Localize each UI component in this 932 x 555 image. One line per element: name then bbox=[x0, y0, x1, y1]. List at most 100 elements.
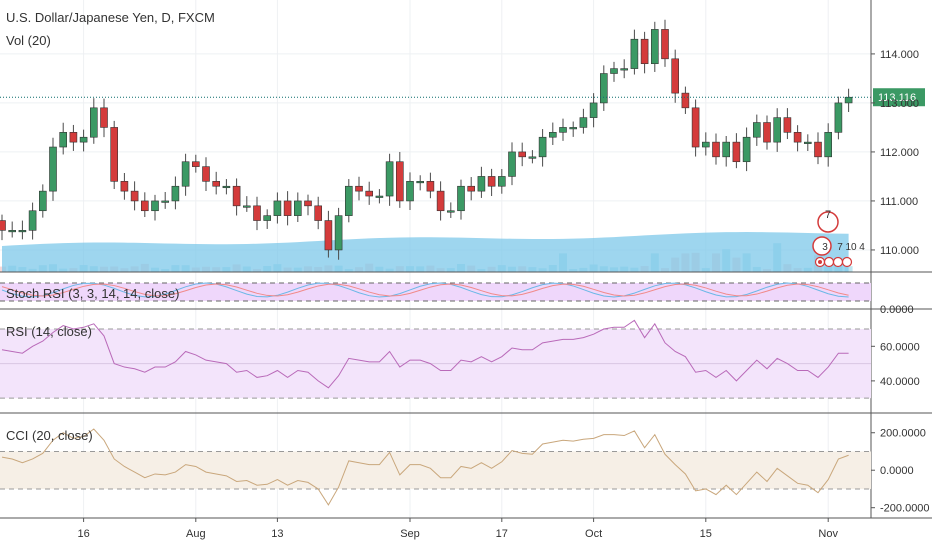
price-tick-label: 112.000 bbox=[880, 147, 919, 159]
candle bbox=[385, 161, 394, 197]
candle bbox=[793, 132, 802, 143]
candle bbox=[202, 166, 210, 182]
candle bbox=[212, 181, 220, 187]
candle bbox=[824, 132, 833, 158]
candle bbox=[732, 141, 741, 163]
candle bbox=[487, 176, 496, 187]
candle bbox=[569, 127, 578, 130]
candle bbox=[416, 181, 425, 184]
rsi-tick-label: 60.0000 bbox=[880, 341, 920, 353]
price-tick-label: 110.000 bbox=[880, 245, 919, 257]
candle bbox=[314, 205, 323, 221]
stoch-rsi-label: Stoch RSI (3, 3, 14, 14, close) bbox=[6, 286, 179, 301]
candle bbox=[375, 195, 384, 198]
candle bbox=[324, 220, 333, 251]
candle bbox=[120, 181, 129, 192]
candle bbox=[538, 136, 547, 158]
candle bbox=[100, 107, 108, 128]
candle bbox=[130, 190, 139, 202]
x-tick-label: Nov bbox=[818, 528, 838, 540]
rsi-line bbox=[1, 319, 849, 389]
stoch-tick-label: 0.0000 bbox=[880, 304, 914, 316]
earnings-marker-icon bbox=[817, 211, 839, 233]
volume-series bbox=[0, 232, 853, 272]
candle bbox=[334, 215, 343, 251]
stoch-band bbox=[0, 283, 871, 301]
candle bbox=[273, 200, 282, 216]
last-price-tag bbox=[873, 88, 925, 107]
candle bbox=[681, 92, 690, 109]
x-tick-label: 15 bbox=[700, 528, 712, 540]
candle bbox=[834, 102, 843, 133]
candle bbox=[630, 38, 639, 69]
x-tick-label: Sep bbox=[400, 528, 420, 540]
x-tick-label: 17 bbox=[496, 528, 508, 540]
candle bbox=[59, 132, 68, 148]
rsi-tick-label: 40.0000 bbox=[880, 376, 920, 388]
candle bbox=[426, 181, 435, 192]
volume-label: Vol (20) bbox=[6, 33, 51, 48]
x-tick-label: Aug bbox=[186, 528, 206, 540]
candle bbox=[365, 190, 374, 197]
candle bbox=[344, 185, 353, 216]
candle bbox=[151, 200, 159, 212]
event-dot-icon bbox=[823, 256, 835, 268]
candle bbox=[69, 132, 78, 143]
candle bbox=[589, 102, 598, 118]
candle bbox=[18, 230, 27, 233]
dividend-marker-icon bbox=[812, 236, 832, 256]
candle bbox=[293, 200, 302, 216]
candle bbox=[742, 136, 751, 163]
cci-line bbox=[1, 428, 849, 506]
candle bbox=[8, 230, 16, 233]
candle bbox=[640, 38, 649, 65]
x-tick-label: 16 bbox=[77, 528, 89, 540]
candle bbox=[222, 185, 231, 189]
candle bbox=[661, 29, 669, 60]
candle bbox=[283, 200, 292, 216]
candle bbox=[548, 132, 557, 138]
candle bbox=[691, 107, 700, 148]
candle bbox=[844, 96, 853, 104]
candle bbox=[599, 73, 608, 104]
candle bbox=[752, 122, 761, 138]
candle bbox=[528, 156, 537, 159]
candle bbox=[814, 141, 822, 158]
candle bbox=[559, 127, 567, 133]
candle bbox=[803, 141, 812, 144]
price-tick-label: 113.000 bbox=[880, 98, 919, 110]
candle bbox=[79, 136, 88, 143]
x-tick-label: 13 bbox=[271, 528, 283, 540]
candle bbox=[161, 200, 169, 203]
cci-tick-label: 200.0000 bbox=[880, 428, 926, 440]
candle bbox=[232, 185, 241, 207]
candle bbox=[395, 161, 404, 202]
split-label: 7 bbox=[837, 242, 843, 253]
candle bbox=[181, 161, 190, 187]
price-tick-label: 114.000 bbox=[880, 49, 919, 61]
candle bbox=[650, 29, 659, 65]
candle bbox=[467, 185, 476, 192]
candle bbox=[355, 185, 363, 192]
candle bbox=[610, 68, 618, 74]
cci-label: CCI (20, close) bbox=[6, 428, 93, 443]
event-dot-fill-icon bbox=[818, 260, 822, 264]
candle bbox=[38, 190, 47, 212]
stoch-k-line bbox=[1, 282, 849, 298]
candle bbox=[508, 151, 516, 177]
candle bbox=[110, 127, 118, 182]
stoch-d-line bbox=[1, 283, 849, 297]
candle bbox=[171, 185, 180, 202]
dividend-count: 3 bbox=[822, 242, 828, 253]
chart-title: U.S. Dollar/Japanese Yen, D, FXCM bbox=[6, 10, 215, 25]
earnings-count: 7 bbox=[825, 209, 831, 221]
candle bbox=[712, 141, 720, 158]
candle bbox=[0, 220, 6, 231]
event-dot-icon bbox=[841, 256, 853, 268]
candle bbox=[263, 215, 272, 221]
cci-tick-label: -200.0000 bbox=[880, 503, 930, 515]
price-series bbox=[0, 19, 853, 260]
last-price-label: 113.116 bbox=[878, 92, 916, 104]
candle bbox=[243, 205, 251, 208]
